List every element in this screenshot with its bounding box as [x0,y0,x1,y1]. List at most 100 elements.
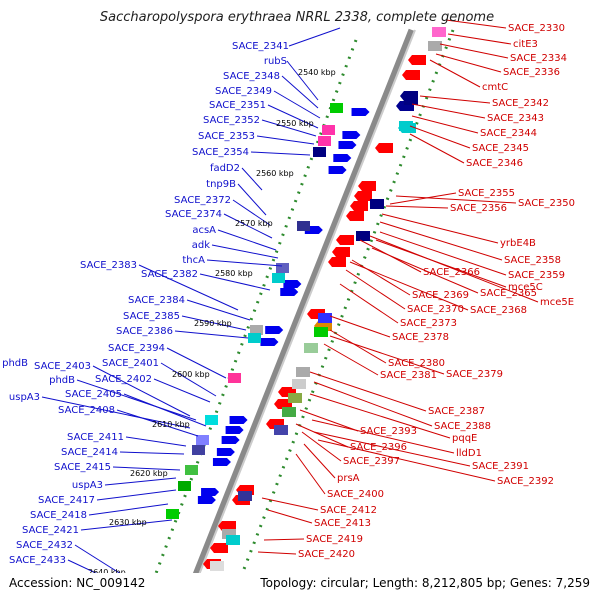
gene-label[interactable]: SACE_2366 [423,267,480,278]
gene-label[interactable]: mce5C [508,282,543,293]
gene-label[interactable]: SACE_2417 [38,495,95,506]
gene-label[interactable]: SACE_2387 [428,406,485,417]
gene-label[interactable]: SACE_2384 [128,295,185,306]
gene-label[interactable]: SACE_2351 [209,100,266,111]
gene-label[interactable]: SACE_2401 [102,358,159,369]
scale-tick: 2540 kbp [298,68,336,77]
gene-label[interactable]: SACE_2344 [480,128,537,139]
leader-line [92,365,191,417]
gene-label[interactable]: mce5E [540,297,574,308]
gene-label[interactable]: SACE_2381 [380,370,437,381]
gene-label[interactable]: SACE_2365 [480,288,537,299]
gene-label[interactable]: SACE_2414 [61,447,118,458]
gene-label[interactable]: SACE_2345 [472,143,529,154]
gene-label[interactable]: SACE_2373 [400,318,457,329]
gene-label[interactable]: SACE_2391 [472,461,529,472]
gene-label[interactable]: SACE_2359 [508,270,565,281]
gene-label[interactable]: SACE_2379 [446,369,503,380]
gene-label[interactable]: acsA [192,225,216,236]
gene-label[interactable]: SACE_2393 [360,426,417,437]
gene-label[interactable]: phdB [2,358,28,369]
leader-line [445,19,507,29]
leader-line [299,409,359,432]
gene-label[interactable]: SACE_2350 [518,198,575,209]
gene-label[interactable]: SACE_2392 [497,476,554,487]
gene-label[interactable]: SACE_2420 [298,549,355,560]
gene-label[interactable]: SACE_2388 [434,421,491,432]
gene-label[interactable]: yrbE4B [500,238,536,249]
gene-label[interactable]: SACE_2353 [198,131,255,142]
gene-label[interactable]: SACE_2372 [174,195,231,206]
gene-label[interactable]: SACE_2378 [392,332,449,343]
gene-label[interactable]: SACE_2411 [67,432,124,443]
gene-label[interactable]: SACE_2348 [223,71,280,82]
right-gene-labels: SACE_2330 citE3 SACE_2334 SACE_2336 cmtC… [298,23,575,560]
gene-label[interactable]: SACE_2405 [65,389,122,400]
gene-label[interactable]: tnp9B [206,179,236,190]
gene-label[interactable]: SACE_2336 [503,67,560,78]
leader-line [237,183,267,216]
gene-label[interactable]: SACE_2386 [116,326,173,337]
gene-label[interactable]: SACE_2412 [320,505,377,516]
gene-label[interactable]: SACE_2370 [407,304,464,315]
gene-label[interactable]: rubS [264,56,287,67]
leader-line [281,75,319,109]
gene-label[interactable]: SACE_2418 [30,510,87,521]
leader-line [379,231,507,276]
gene-label[interactable]: SACE_2355 [458,188,515,199]
gene-label[interactable]: thcA [182,255,205,266]
leader-line [267,104,319,129]
gene-label[interactable]: SACE_2432 [16,540,73,551]
gene-label[interactable]: SACE_2342 [492,98,549,109]
gene-label[interactable]: SACE_2421 [22,525,79,536]
gene-label[interactable]: SACE_2374 [165,209,222,220]
gene-label[interactable]: pqqE [452,433,477,444]
gene-label[interactable]: SACE_2354 [192,147,249,158]
gene-label[interactable]: uspA3 [72,480,103,491]
gene-label[interactable]: citE3 [513,39,538,50]
gene-label[interactable]: SACE_2330 [508,23,565,34]
gene-label[interactable]: SACE_2368 [470,305,527,316]
gene-label[interactable]: SACE_2352 [203,115,260,126]
gene-label[interactable]: SACE_2400 [327,489,384,500]
gene-label[interactable]: SACE_2402 [95,374,152,385]
gene-label[interactable]: SACE_2341 [232,41,289,52]
gene-label[interactable]: lldD1 [456,448,482,459]
gene-label[interactable]: SACE_2343 [487,113,544,124]
gene-label[interactable]: SACE_2334 [510,53,567,64]
leader-line [211,244,279,259]
gene-label[interactable]: phdB [49,375,75,386]
leader-line [232,199,271,226]
gene-label[interactable]: SACE_2403 [34,361,91,372]
gene-label[interactable]: SACE_2356 [450,203,507,214]
gene-label[interactable]: fadD2 [210,163,240,174]
gene-label[interactable]: SACE_2380 [388,358,445,369]
gene-label[interactable]: cmtC [482,82,508,93]
gene-label[interactable]: SACE_2349 [215,86,272,97]
gene-label[interactable]: SACE_2433 [9,555,66,566]
scale-tick: 2570 kbp [235,219,273,228]
gene-label[interactable]: SACE_2396 [350,442,407,453]
gene-label[interactable]: SACE_2413 [314,518,371,529]
gene-label[interactable]: SACE_2415 [54,462,111,473]
gene-label[interactable]: SACE_2369 [412,290,469,301]
gene-label[interactable]: SACE_2346 [466,158,523,169]
leader-line [379,221,503,261]
gene-label[interactable]: SACE_2394 [108,343,165,354]
leader-line [250,151,311,156]
leader-line [329,315,391,338]
gene-label[interactable]: SACE_2385 [123,311,180,322]
gene-label[interactable]: adk [192,240,210,251]
gene-label[interactable]: SACE_2383 [80,260,137,271]
leader-line [174,330,249,339]
gene-label[interactable]: SACE_2382 [141,269,198,280]
leader-line [273,90,321,119]
gene-label[interactable]: SACE_2419 [306,534,363,545]
gene-label[interactable]: SACE_2397 [343,456,400,467]
leader-line [411,103,486,119]
gene-label[interactable]: uspA3 [9,392,40,403]
gene-label[interactable]: prsA [337,473,360,484]
gene-label[interactable]: SACE_2408 [58,405,115,416]
gene-label[interactable]: SACE_2358 [504,255,561,266]
